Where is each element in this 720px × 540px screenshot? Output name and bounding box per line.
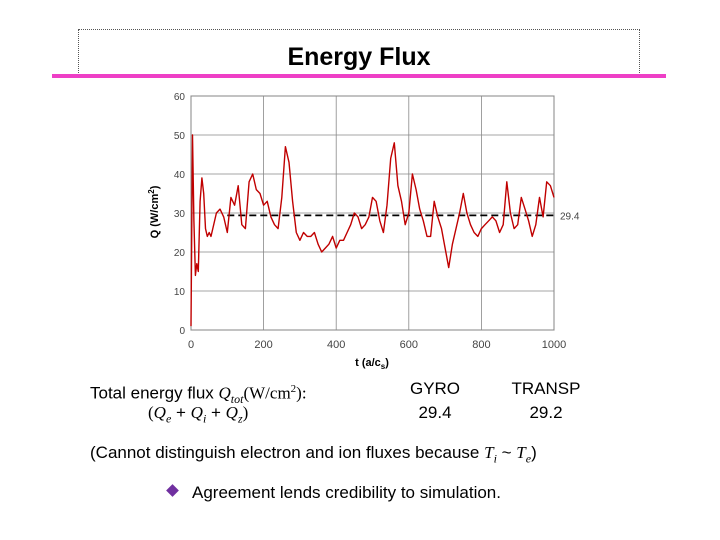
average-value-label: 29.4 bbox=[560, 211, 580, 222]
x-tick-label: 400 bbox=[327, 339, 345, 351]
gyro-value: 29.4 bbox=[418, 403, 452, 422]
x-tick-label: 1000 bbox=[542, 339, 566, 351]
flux-label: Total energy flux Qtot(W/cm2): bbox=[90, 383, 307, 407]
x-axis-label: t (a/cs) bbox=[355, 357, 389, 371]
x-tick-label: 800 bbox=[472, 339, 490, 351]
y-tick-label: 60 bbox=[174, 92, 186, 103]
x-tick-label: 600 bbox=[400, 339, 418, 351]
y-tick-label: 30 bbox=[174, 209, 186, 220]
bullet-text: Agreement lends credibility to simulatio… bbox=[192, 483, 501, 502]
gyro-label: GYRO bbox=[409, 379, 461, 398]
average-layer: 29.4 bbox=[227, 211, 580, 222]
series-layer bbox=[190, 134, 555, 327]
y-axis-label: Q (W/cm2) bbox=[147, 185, 161, 238]
y-tick-label: 50 bbox=[174, 131, 186, 142]
title-underline bbox=[52, 74, 666, 78]
bullet-diamond-icon bbox=[166, 484, 179, 497]
transp-value: 29.2 bbox=[529, 403, 563, 422]
flux-components: (Qe + Qi + Qz) bbox=[148, 403, 249, 426]
flux-series-line bbox=[190, 134, 555, 327]
transp-label: TRANSP bbox=[511, 379, 581, 398]
title-box: Energy Flux bbox=[78, 29, 640, 75]
slide-title: Energy Flux bbox=[287, 43, 431, 71]
y-tick-label: 40 bbox=[174, 170, 186, 181]
y-tick-label: 0 bbox=[179, 326, 185, 337]
flux-note: (Cannot distinguish electron and ion flu… bbox=[90, 443, 537, 466]
grid-layer bbox=[190, 95, 555, 331]
y-tick-label: 20 bbox=[174, 248, 186, 259]
y-tick-label: 10 bbox=[174, 287, 186, 298]
x-tick-label: 200 bbox=[254, 339, 272, 351]
x-tick-label: 0 bbox=[188, 339, 194, 351]
